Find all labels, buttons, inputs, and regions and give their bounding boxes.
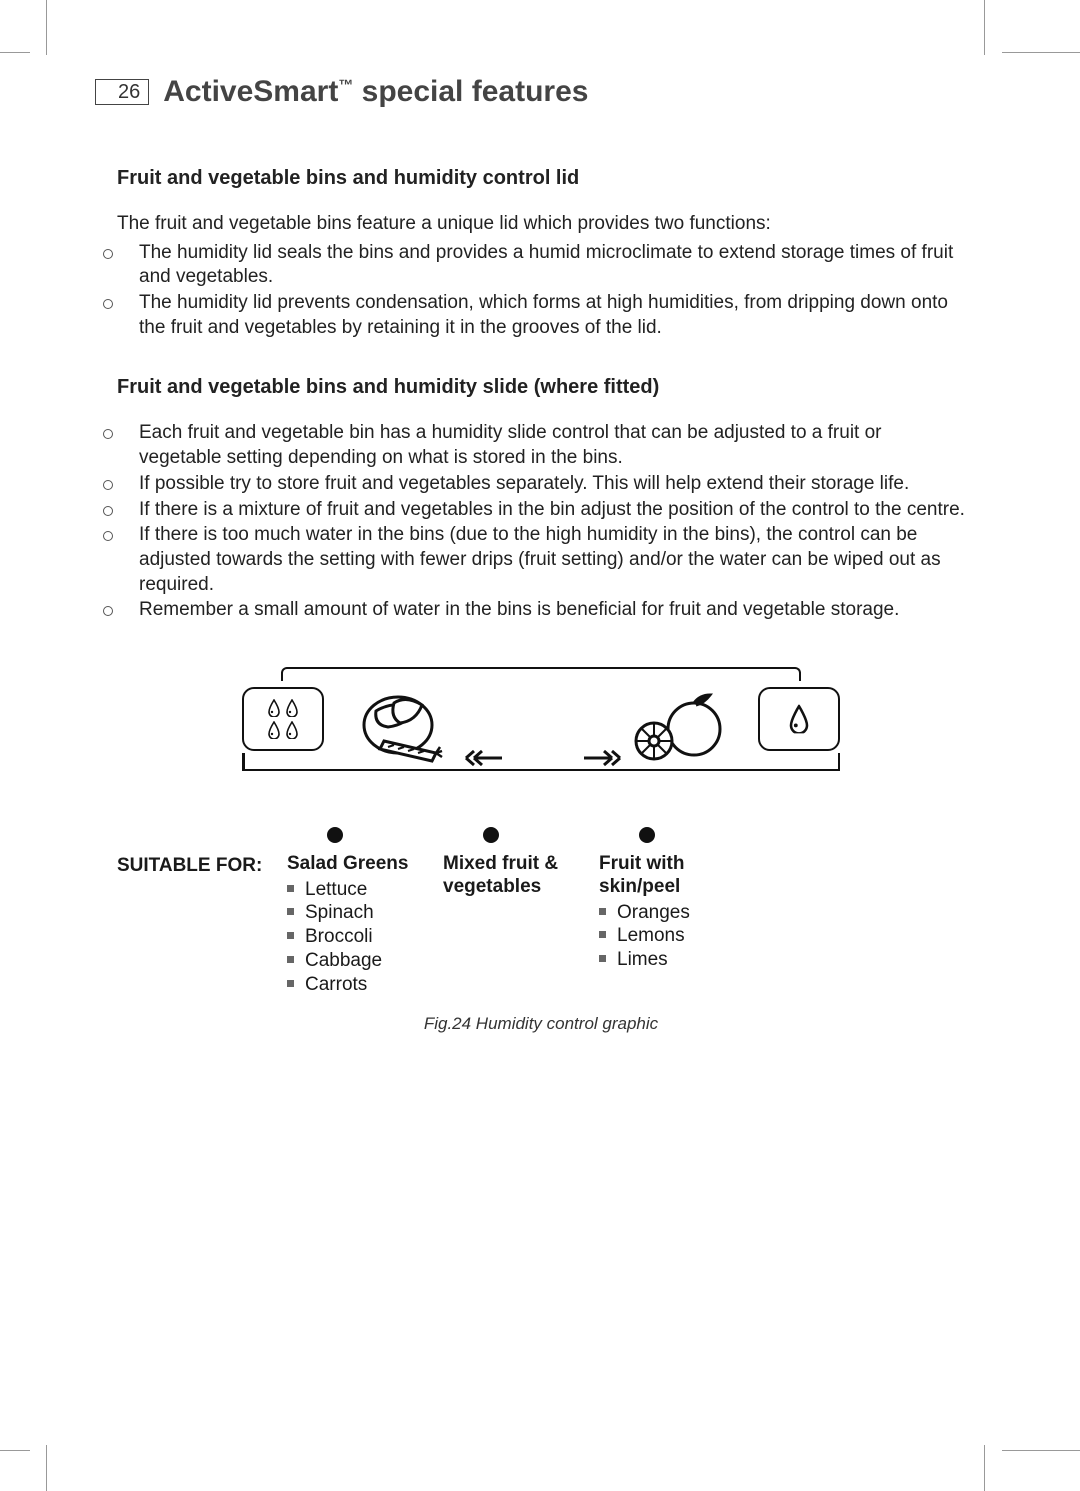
list-item: Limes — [599, 948, 755, 972]
slider-box-fruit — [758, 687, 840, 751]
bullet-list: The humidity lid seals the bins and prov… — [117, 241, 965, 341]
list-item: If there is a mixture of fruit and veget… — [117, 498, 965, 523]
list-item: Lettuce — [287, 878, 443, 902]
list-item: The humidity lid seals the bins and prov… — [117, 241, 965, 290]
baseline-rule — [242, 769, 840, 772]
bracket-line — [281, 667, 801, 681]
section-humidity-lid: Fruit and vegetable bins and humidity co… — [95, 167, 965, 623]
column-heading: Mixed fruit & vegetables — [443, 853, 599, 899]
section-intro: The fruit and vegetable bins feature a u… — [117, 212, 965, 237]
list-item: Remember a small amount of water in the … — [117, 598, 965, 623]
page-number-box: 26 — [95, 79, 149, 105]
list-item: Broccoli — [287, 925, 443, 949]
list-item: If possible try to store fruit and veget… — [117, 472, 965, 497]
humidity-graphic — [206, 667, 876, 797]
slider-box-vegetable — [242, 687, 324, 751]
suitable-for-label: SUITABLE FOR: — [117, 827, 287, 997]
bullet-list: Each fruit and vegetable bin has a humid… — [117, 421, 965, 623]
fruit-icon — [620, 681, 740, 771]
section-heading: Fruit and vegetable bins and humidity co… — [117, 167, 965, 190]
page-number: 26 — [118, 81, 140, 103]
figure-caption: Fig.24 Humidity control graphic — [206, 1014, 876, 1034]
title-main: ActiveSmart — [163, 75, 338, 108]
title-row: 26 ActiveSmart™ special features — [95, 75, 965, 109]
list-item: Each fruit and vegetable bin has a humid… — [117, 421, 965, 470]
column-list: Lettuce Spinach Broccoli Cabbage Carrots — [287, 878, 443, 997]
list-item: The humidity lid prevents condensation, … — [117, 291, 965, 340]
page-content: 26 ActiveSmart™ special features Fruit a… — [95, 75, 965, 1034]
column-mixed: Mixed fruit & vegetables — [443, 827, 599, 997]
arrow-right-icon — [584, 749, 622, 767]
list-item: Carrots — [287, 973, 443, 997]
arrow-left-icon — [464, 749, 502, 767]
column-heading: Salad Greens — [287, 853, 443, 876]
list-item: Spinach — [287, 901, 443, 925]
humidity-figure: SUITABLE FOR: Salad Greens Lettuce Spina… — [117, 667, 965, 1035]
list-item: Lemons — [599, 924, 755, 948]
drips-icon — [261, 699, 305, 739]
column-heading: Fruit with skin/peel — [599, 853, 755, 899]
dot-icon — [327, 827, 343, 843]
title-rest: special features — [353, 75, 588, 108]
list-item: If there is too much water in the bins (… — [117, 523, 965, 597]
section-heading: Fruit and vegetable bins and humidity sl… — [117, 376, 965, 399]
suitable-for-columns: SUITABLE FOR: Salad Greens Lettuce Spina… — [117, 827, 965, 997]
drip-icon — [789, 705, 808, 734]
page-title: ActiveSmart™ special features — [163, 75, 588, 109]
list-item: Oranges — [599, 901, 755, 925]
dot-icon — [483, 827, 499, 843]
list-item: Cabbage — [287, 949, 443, 973]
vegetable-icon — [346, 681, 466, 771]
column-list: Oranges Lemons Limes — [599, 901, 755, 972]
column-fruit-peel: Fruit with skin/peel Oranges Lemons Lime… — [599, 827, 755, 997]
trademark-symbol: ™ — [338, 77, 353, 94]
dot-icon — [639, 827, 655, 843]
column-salad-greens: Salad Greens Lettuce Spinach Broccoli Ca… — [287, 827, 443, 997]
